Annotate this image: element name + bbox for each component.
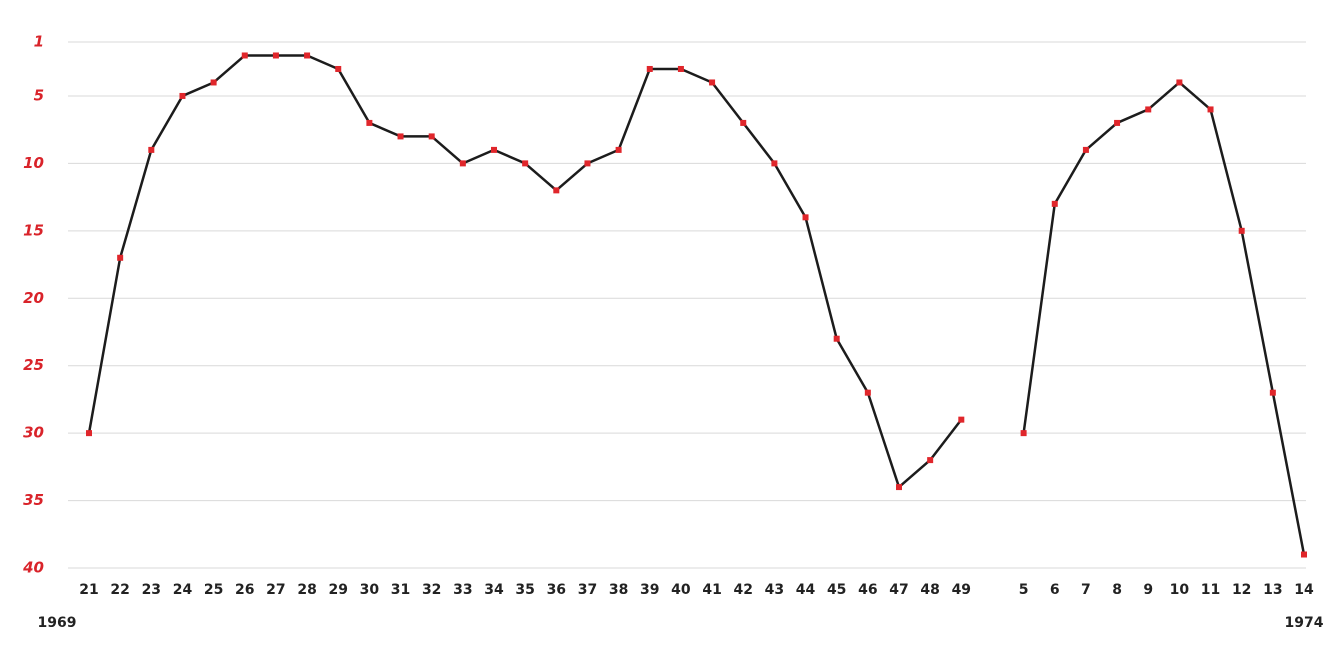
marker xyxy=(1145,106,1152,113)
x-tick-label: 7 xyxy=(1081,582,1091,598)
marker xyxy=(491,146,497,153)
marker xyxy=(304,52,311,59)
marker xyxy=(1051,200,1058,207)
x-tick-label: 33 xyxy=(453,582,472,598)
x-tick-label: 41 xyxy=(702,582,721,598)
marker xyxy=(864,389,871,396)
y-tick-label: 15 xyxy=(23,221,44,239)
x-tick-label: 38 xyxy=(609,582,628,598)
marker xyxy=(740,119,747,126)
marker xyxy=(1269,389,1276,396)
x-tick-label: 14 xyxy=(1294,582,1314,598)
x-tick-label: 47 xyxy=(889,582,908,598)
x-tick-label: 44 xyxy=(796,582,816,598)
x-tick-label: 49 xyxy=(952,582,971,598)
marker xyxy=(553,187,560,194)
start-year: 1969 xyxy=(38,615,77,631)
x-tick-label: 45 xyxy=(827,582,846,598)
x-tick-label: 35 xyxy=(515,582,534,598)
x-tick-label: 32 xyxy=(422,582,441,598)
x-tick-label: 27 xyxy=(266,582,285,598)
marker xyxy=(86,430,92,437)
marker xyxy=(335,65,342,72)
x-tick-label: 34 xyxy=(484,582,504,598)
x-tick-label: 10 xyxy=(1170,582,1190,598)
x-tick-label: 37 xyxy=(578,582,597,598)
y-tick-label: 25 xyxy=(23,356,44,374)
x-tick-label: 42 xyxy=(733,582,752,598)
x-tick-label: 40 xyxy=(671,582,691,598)
y-tick-label: 35 xyxy=(23,491,44,509)
y-tick-label: 30 xyxy=(23,424,44,442)
y-tick-label: 40 xyxy=(22,559,44,577)
x-tick-label: 21 xyxy=(79,582,98,598)
marker xyxy=(584,160,591,167)
marker xyxy=(397,133,404,140)
marker xyxy=(1082,146,1089,153)
x-tick-label: 39 xyxy=(640,582,659,598)
marker xyxy=(428,133,435,140)
marker xyxy=(927,457,934,464)
line xyxy=(87,54,1306,555)
y-tick-label: 1 xyxy=(34,33,44,51)
marker xyxy=(677,65,684,72)
marker xyxy=(1301,551,1307,558)
x-tick-label: 8 xyxy=(1112,582,1122,598)
x-tick-label: 22 xyxy=(110,582,129,598)
x-tick-label: 30 xyxy=(360,582,380,598)
marker xyxy=(615,146,622,153)
x-tick-label: 48 xyxy=(920,582,939,598)
marker xyxy=(833,335,840,342)
x-tick-label: 11 xyxy=(1201,582,1220,598)
marker xyxy=(1176,79,1183,86)
x-tick-label: 9 xyxy=(1143,582,1153,598)
marker xyxy=(148,146,155,153)
x-tick-label: 28 xyxy=(297,582,316,598)
x-tick-label: 46 xyxy=(858,582,877,598)
marker xyxy=(241,52,248,59)
marker xyxy=(802,214,809,221)
marker xyxy=(210,79,217,86)
y-tick-label: 5 xyxy=(34,86,44,104)
x-tick-label: 13 xyxy=(1263,582,1282,598)
marker xyxy=(272,52,279,59)
marker xyxy=(646,65,653,72)
marker xyxy=(366,119,373,126)
x-tick-label: 12 xyxy=(1232,582,1251,598)
marker xyxy=(1207,106,1214,113)
end-year: 1974 xyxy=(1285,615,1324,631)
marker xyxy=(771,160,778,167)
x-tick-label: 24 xyxy=(173,582,193,598)
marker xyxy=(1020,430,1027,437)
x-tick-label: 23 xyxy=(142,582,161,598)
marker xyxy=(1114,119,1121,126)
y-tick-label: 10 xyxy=(23,154,44,172)
y-tick-label: 20 xyxy=(23,289,44,307)
marker xyxy=(459,160,466,167)
marker xyxy=(522,160,529,167)
x-tick-label: 5 xyxy=(1019,582,1029,598)
x-tick-label: 26 xyxy=(235,582,254,598)
x-tick-label: 43 xyxy=(765,582,784,598)
x-tick-label: 29 xyxy=(328,582,347,598)
marker xyxy=(1238,227,1245,234)
x-tick-label: 25 xyxy=(204,582,223,598)
x-tick-label: 6 xyxy=(1050,582,1060,598)
marker xyxy=(179,92,186,99)
marker xyxy=(896,484,902,491)
marker xyxy=(117,254,124,261)
marker xyxy=(709,79,716,86)
x-tick-label: 31 xyxy=(391,582,410,598)
x-tick-label: 36 xyxy=(547,582,566,598)
marker xyxy=(958,416,965,423)
